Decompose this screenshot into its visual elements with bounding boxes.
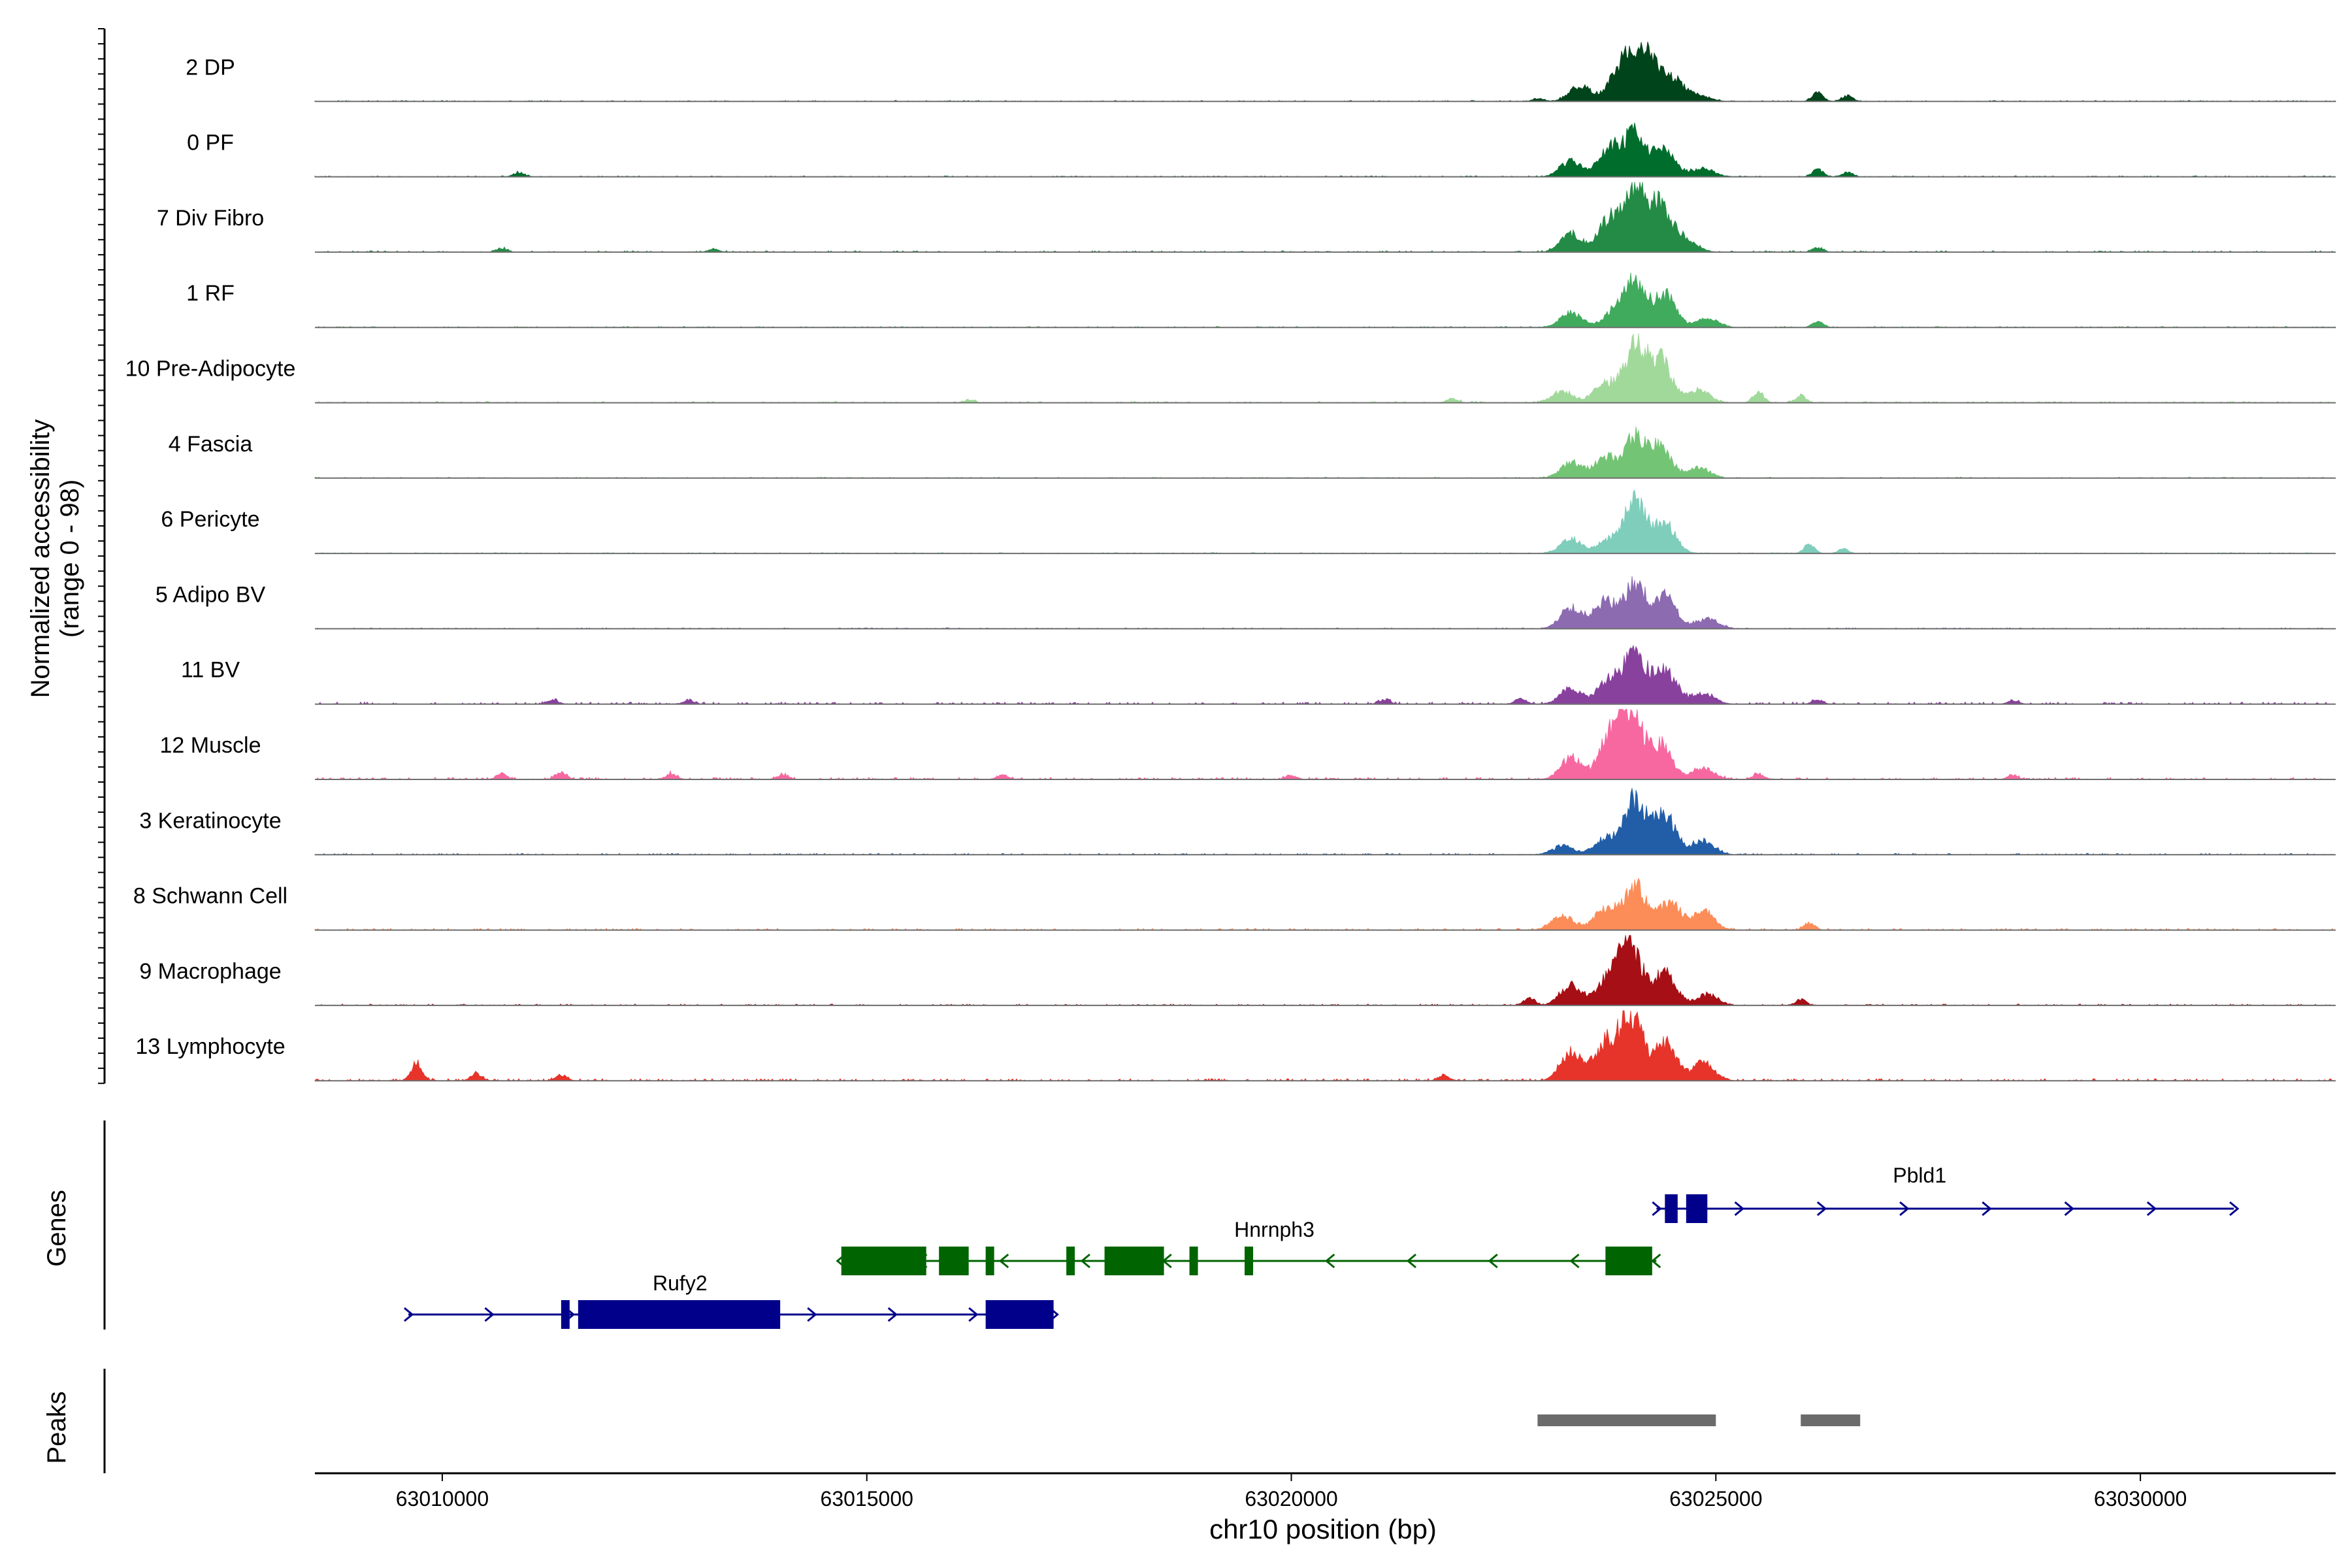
strand-arrow (2064, 1201, 2074, 1217)
track-1: 2 DP (186, 41, 2336, 103)
strand-arrow (2229, 1201, 2240, 1217)
x-tick-label: 63015000 (821, 1487, 913, 1511)
x-tick-label: 63010000 (396, 1487, 489, 1511)
strand-arrow (1569, 1253, 1580, 1269)
track-7: 6 Pericyte (161, 489, 2336, 555)
gene-Pbld1: Pbld1 (1652, 1164, 2240, 1223)
x-axis-label: chr10 position (bp) (1209, 1514, 1437, 1544)
gene-exon (1189, 1247, 1198, 1275)
strand-arrow (1899, 1201, 1910, 1217)
peaks-panel (103, 1369, 1861, 1473)
x-tick-label: 63030000 (2094, 1487, 2187, 1511)
track-8: 5 Adipo BV (155, 576, 2337, 630)
coverage-tracks: 2 DP 0 PF 7 Div Fibro 1 RF 10 Pre-Adipocyte 4… (125, 41, 2337, 1082)
coverage-area (315, 935, 2336, 1006)
gene-exon (939, 1247, 969, 1275)
strand-arrow (1488, 1253, 1498, 1269)
strand-arrow (887, 1307, 898, 1322)
track-4: 1 RF (186, 272, 2336, 329)
track-label: 6 Pericyte (161, 507, 259, 532)
coverage-area (314, 272, 2336, 328)
gene-Hnrnph3: Hnrnph3 (836, 1218, 1661, 1275)
peak-region (1537, 1414, 1716, 1426)
coverage-area (315, 182, 2336, 253)
gene-exon (985, 1247, 994, 1275)
track-label: 7 Div Fibro (157, 206, 264, 231)
track-13: 9 Macrophage (139, 935, 2336, 1006)
coverage-area (314, 333, 2337, 404)
track-2: 0 PF (187, 122, 2336, 178)
coverage-area (314, 788, 2336, 855)
coverage-area (314, 41, 2336, 102)
x-tick-label: 63025000 (1669, 1487, 1762, 1511)
gene-exon (1104, 1247, 1164, 1275)
coverage-area (314, 122, 2336, 178)
track-label: 0 PF (187, 131, 234, 155)
strand-arrow (1324, 1253, 1335, 1269)
track-label: 5 Adipo BV (155, 582, 266, 607)
strand-arrow (1652, 1201, 1662, 1217)
track-label: 10 Pre-Adipocyte (125, 357, 296, 382)
coverage-area (315, 576, 2337, 629)
peaks-axis-label: Peaks (42, 1391, 71, 1463)
gene-exon (985, 1300, 1054, 1329)
track-label: 12 Muscle (160, 733, 261, 758)
track-label: 11 BV (181, 658, 240, 683)
coverage-area (315, 645, 2336, 705)
gene-exon (841, 1247, 926, 1275)
track-11: 3 Keratinocyte (139, 788, 2336, 856)
strand-arrow (1650, 1253, 1661, 1269)
track-label: 4 Fascia (169, 432, 253, 457)
genes-axis-label: Genes (42, 1190, 71, 1267)
strand-arrow (1982, 1201, 1992, 1217)
peak-region (1801, 1414, 1861, 1426)
track-label: 13 Lymphocyte (135, 1034, 285, 1059)
gene-exon (1245, 1247, 1254, 1275)
strand-arrow (968, 1307, 979, 1322)
x-tick-label: 63020000 (1245, 1487, 1337, 1511)
x-axis: 63010000 63015000 63020000 63025000 63030000 (315, 1472, 2336, 1511)
gene-name: Pbld1 (1893, 1164, 1946, 1187)
gene-exon (561, 1300, 570, 1329)
gene-exon (1605, 1247, 1652, 1275)
coverage-area (314, 1010, 2336, 1081)
y-axis-range-label: (range 0 - 98) (56, 480, 84, 638)
track-label: 8 Schwann Cell (133, 884, 287, 909)
strand-arrow (1734, 1201, 1744, 1217)
gene-name: Rufy2 (653, 1271, 708, 1295)
gene-name: Hnrnph3 (1234, 1218, 1315, 1241)
track-label: 3 Keratinocyte (139, 808, 281, 833)
coverage-area (314, 877, 2336, 931)
strand-arrow (1406, 1253, 1417, 1269)
track-6: 4 Fascia (169, 426, 2336, 479)
gene-exon (1665, 1194, 1678, 1223)
track-3: 7 Div Fibro (157, 182, 2336, 253)
coverage-y-axis (98, 28, 106, 1085)
gene-exon (578, 1300, 781, 1329)
coverage-area (314, 426, 2336, 479)
coverage-area (314, 489, 2336, 554)
strand-arrow (807, 1307, 817, 1322)
track-label: 2 DP (186, 55, 235, 80)
gene-exon (1686, 1194, 1708, 1223)
track-label: 9 Macrophage (139, 959, 281, 984)
track-10: 12 Muscle (160, 709, 2336, 780)
genes-panel: Pbld1 Hnrnph3 Rufy2 (103, 1120, 2240, 1330)
y-axis-label: Normalized accessibility (26, 419, 55, 698)
track-14: 13 Lymphocyte (135, 1010, 2336, 1082)
coverage-area (315, 709, 2336, 780)
gene-Rufy2: Rufy2 (403, 1271, 1059, 1329)
track-12: 8 Schwann Cell (133, 877, 2336, 931)
strand-arrow (403, 1307, 414, 1322)
track-5: 10 Pre-Adipocyte (125, 333, 2337, 404)
strand-arrow (998, 1253, 1009, 1269)
track-label: 1 RF (186, 281, 235, 306)
strand-arrow (2146, 1201, 2157, 1217)
gene-exon (1066, 1247, 1075, 1275)
strand-arrow (1816, 1201, 1827, 1217)
track-9: 11 BV (181, 645, 2336, 705)
strand-arrow (484, 1307, 495, 1322)
strand-arrow (1080, 1253, 1090, 1269)
